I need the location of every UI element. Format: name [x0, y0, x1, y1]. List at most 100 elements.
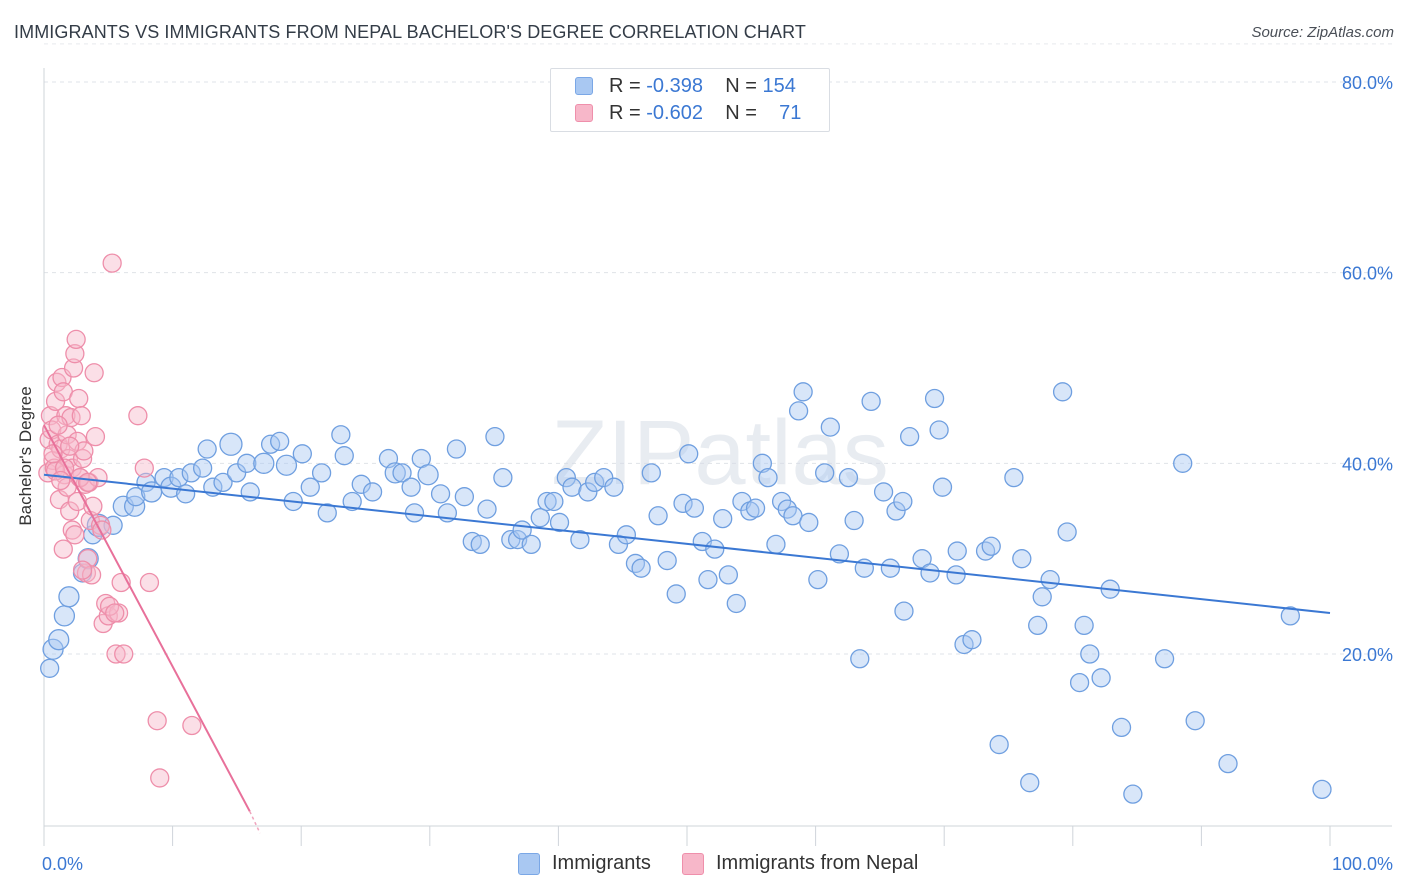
immigrants-point [40, 658, 60, 678]
immigrants-point [838, 467, 859, 488]
nepal-point [72, 448, 93, 469]
immigrants-points [40, 382, 1332, 804]
nepal-points [38, 253, 202, 788]
nepal-point [78, 549, 98, 569]
immigrants-point [58, 586, 80, 608]
immigrants-point [1280, 606, 1300, 626]
immigrants-point [585, 472, 605, 493]
nepal-point [69, 388, 89, 409]
nepal-point [71, 406, 91, 426]
immigrants-point [197, 439, 217, 459]
immigrants-point [275, 454, 298, 476]
nepal-point [48, 415, 68, 435]
immigrants-point [300, 477, 320, 497]
legend-swatch-immigrants [575, 77, 593, 95]
immigrants-point [861, 391, 881, 412]
immigrants-point [446, 439, 467, 459]
immigrants-point [384, 462, 406, 484]
legend-n-label: N = [725, 75, 757, 97]
immigrants-point [401, 477, 421, 497]
immigrants-point [698, 569, 718, 590]
immigrants-point [718, 565, 739, 585]
immigrants-point [1218, 753, 1238, 774]
immigrants-point [454, 487, 475, 507]
immigrants-point [799, 512, 819, 533]
immigrants-point [894, 601, 914, 621]
y-tick-label: 60.0% [1342, 264, 1393, 284]
immigrants-point [562, 477, 582, 497]
immigrants-point [181, 463, 201, 483]
nepal-point [182, 715, 202, 736]
immigrants-point [392, 463, 412, 483]
immigrants-point [1111, 717, 1132, 738]
nepal-point [150, 768, 170, 788]
legend-swatch-nepal [575, 104, 593, 122]
legend-n-value: 154 [762, 75, 796, 97]
legend-n-value: 71 [779, 102, 802, 124]
immigrants-point [616, 525, 637, 545]
immigrants-point [521, 534, 541, 555]
immigrants-point [311, 463, 332, 483]
immigrants-point [570, 529, 590, 550]
immigrants-point [880, 558, 901, 578]
immigrants-point [631, 558, 651, 578]
nepal-point [134, 458, 154, 478]
y-tick-label: 20.0% [1342, 645, 1393, 665]
immigrants-point [1032, 587, 1052, 607]
correlation-legend: R = -0.398 N = 154 R = -0.602 N = 71 [550, 68, 830, 132]
immigrants-point [317, 503, 337, 523]
immigrants-point [1028, 615, 1048, 636]
immigrants-point [219, 432, 243, 456]
nepal-point [53, 539, 73, 559]
x-tick-label-min: 0.0% [42, 854, 83, 874]
nepal-point [114, 644, 134, 664]
immigrants-point [53, 605, 76, 627]
immigrants-point [808, 569, 828, 590]
immigrants-point [946, 565, 966, 585]
immigrants-point [237, 453, 257, 473]
immigrants-point [657, 550, 677, 571]
immigrants-point [1123, 784, 1143, 804]
legend-r-value: -0.602 [646, 102, 703, 124]
immigrants-point [270, 431, 290, 452]
legend-r-label: R = [609, 75, 641, 97]
immigrants-point [362, 482, 383, 502]
nepal-point [106, 644, 126, 664]
immigrants-point [1040, 569, 1060, 590]
bottom-legend-swatch-immigrants [518, 853, 540, 875]
immigrants-point [981, 536, 1001, 556]
immigrants-point [705, 539, 725, 559]
immigrants-point [924, 388, 945, 409]
immigrants-point [1312, 779, 1332, 800]
immigrants-point [537, 491, 557, 512]
immigrants-point [758, 467, 778, 488]
immigrants-point [1173, 453, 1193, 473]
immigrants-point [331, 425, 351, 445]
immigrants-point [684, 498, 705, 518]
immigrants-point [470, 534, 490, 555]
trend-lines [43, 424, 1331, 834]
legend-r-value: -0.398 [646, 75, 703, 97]
immigrants-point [556, 467, 576, 488]
nepal-point [81, 565, 102, 585]
bottom-legend-label-immigrants: Immigrants [552, 852, 651, 874]
immigrants-point [126, 487, 146, 507]
nepal-point [65, 344, 85, 364]
immigrants-point [1057, 522, 1077, 542]
immigrants-trend-line [43, 473, 1331, 615]
nepal-point [66, 329, 86, 350]
legend-n-label: N = [725, 102, 757, 124]
immigrants-point [788, 401, 809, 421]
immigrants-point [549, 512, 570, 533]
tick-labels: 20.0% 40.0% 60.0% 80.0% 0.0% 100.0% [42, 73, 1393, 874]
nepal-point [63, 358, 84, 378]
immigrants-point [253, 452, 275, 474]
bottom-legend-swatch-nepal [682, 853, 704, 875]
immigrants-point [430, 484, 451, 504]
nepal-point [102, 253, 122, 273]
immigrants-point [351, 474, 371, 494]
immigrants-point [932, 477, 953, 497]
immigrants-point [666, 584, 686, 604]
immigrants-point [1004, 467, 1024, 488]
